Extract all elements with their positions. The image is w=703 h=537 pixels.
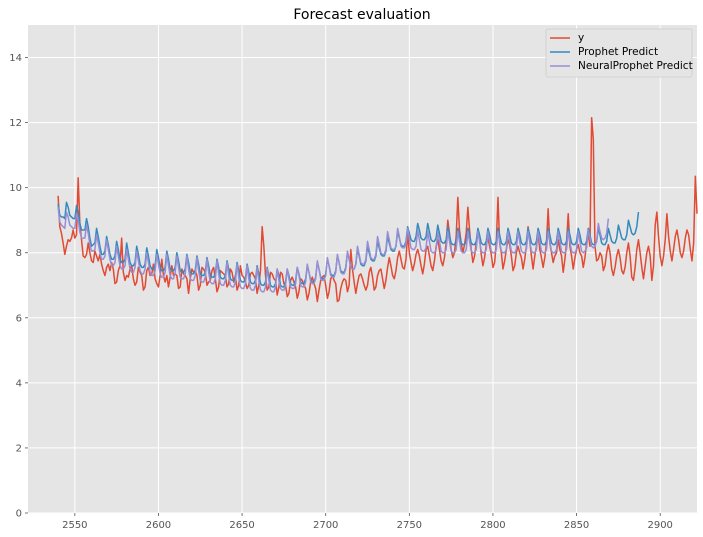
y-tick-label: 0 [16, 509, 22, 520]
legend: y Prophet Predict NeuralProphet Predict [545, 28, 693, 78]
legend-label-y: y [578, 32, 584, 44]
y-tick-label: 10 [9, 183, 22, 194]
y-tick-label: 14 [9, 53, 22, 64]
x-tick-label: 2550 [62, 520, 87, 531]
x-tick-label: 2900 [647, 520, 672, 531]
y-axis: 0 2 4 6 8 10 12 14 [9, 53, 28, 520]
x-tick-label: 2750 [397, 520, 422, 531]
x-tick-label: 2800 [480, 520, 505, 531]
y-tick-label: 4 [16, 378, 22, 389]
series-line-y [57, 116, 698, 303]
y-tick-label: 8 [16, 248, 22, 259]
chart-title: Forecast evaluation [293, 7, 430, 23]
x-tick-label: 2700 [313, 520, 338, 531]
x-tick-label: 2650 [229, 520, 254, 531]
legend-label-prophet: Prophet Predict [578, 46, 658, 58]
x-axis: 2550 2600 2650 2700 2750 2800 2850 2900 [62, 513, 673, 531]
legend-box [545, 28, 693, 78]
legend-label-neuralprophet: NeuralProphet Predict [578, 60, 693, 72]
series-line-neuralprophet-predict [57, 207, 610, 293]
x-tick-label: 2850 [564, 520, 589, 531]
y-tick-label: 2 [16, 443, 22, 454]
plot-background [28, 25, 697, 513]
y-tick-label: 12 [9, 118, 22, 129]
y-tick-label: 6 [16, 313, 22, 324]
series-layer [57, 116, 698, 303]
x-tick-label: 2600 [146, 520, 171, 531]
